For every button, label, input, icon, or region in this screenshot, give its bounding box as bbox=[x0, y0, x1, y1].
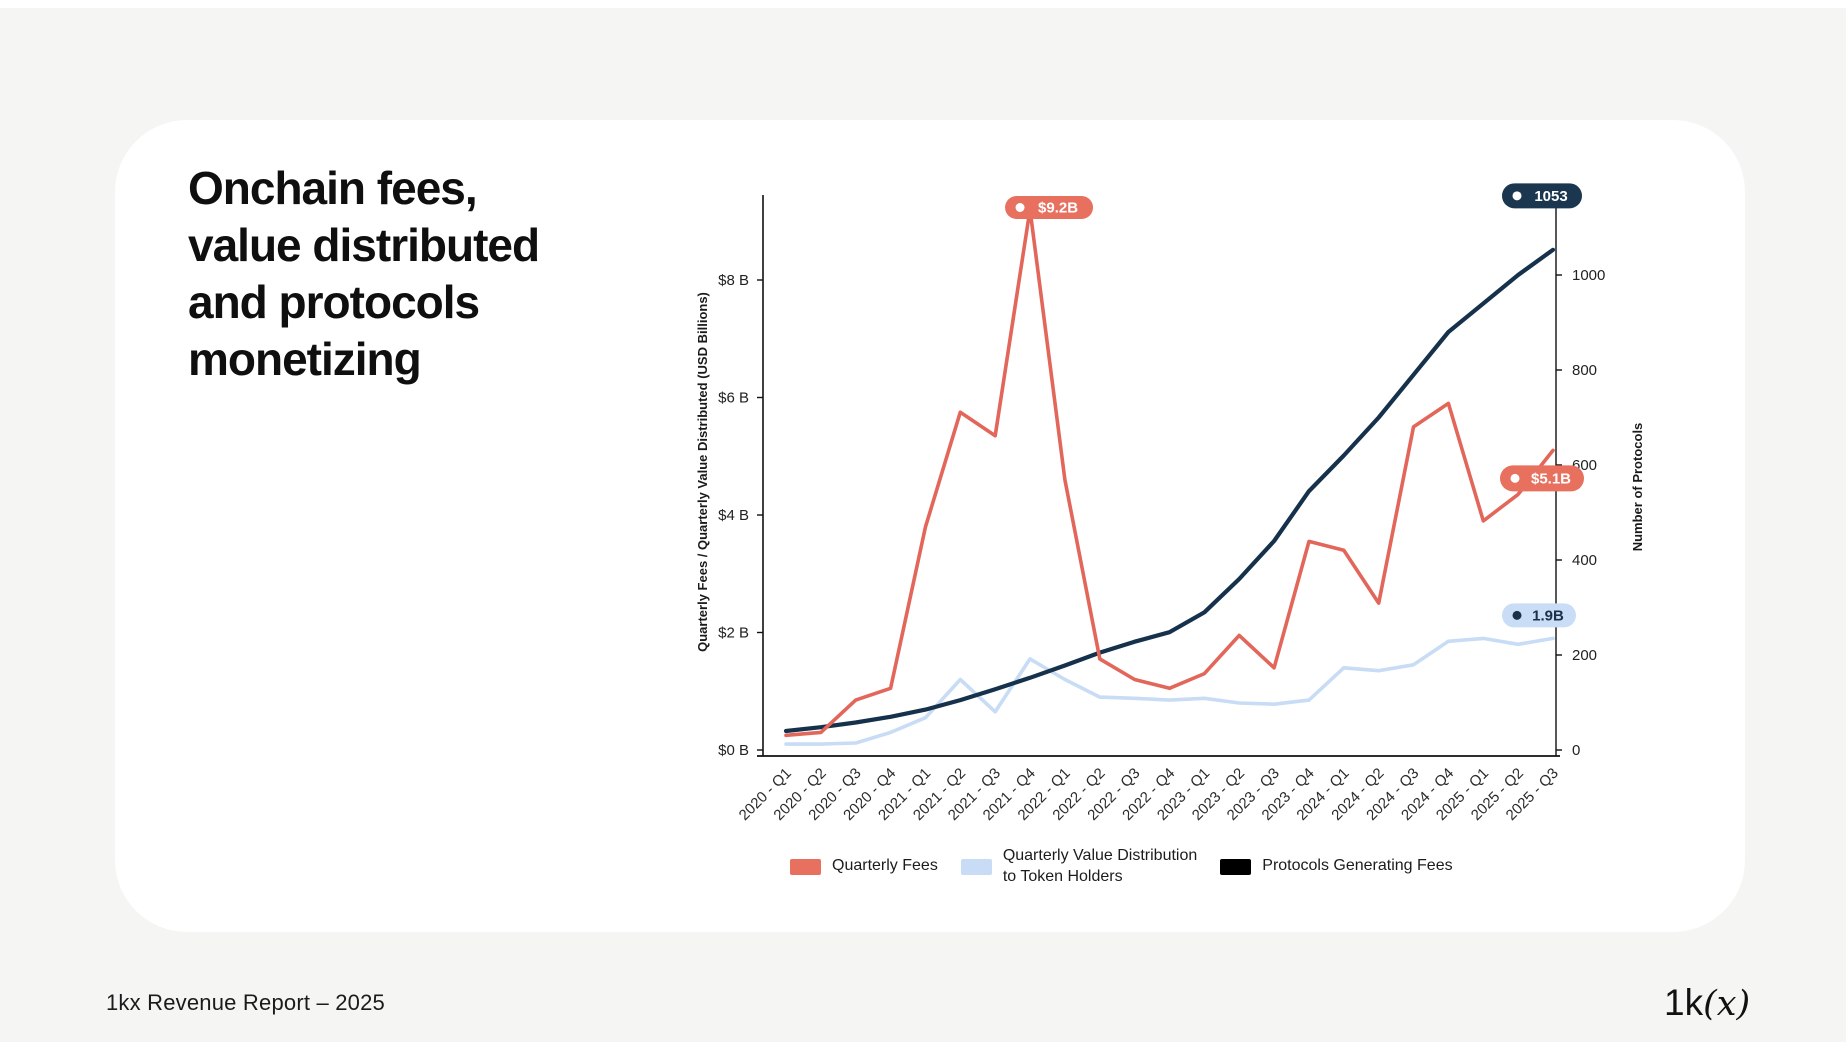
left-tick-label: $2 B bbox=[718, 625, 749, 642]
legend-item: Protocols Generating Fees bbox=[1220, 856, 1453, 877]
annotation-label: 1.9B bbox=[1532, 607, 1564, 624]
legend-item: Quarterly Value Distribution to Token Ho… bbox=[960, 846, 1198, 888]
slide-card bbox=[115, 120, 1745, 932]
right-tick-label: 1000 bbox=[1572, 267, 1605, 284]
left-tick-label: $0 B bbox=[718, 742, 749, 759]
series-line-protocols-generating-fees bbox=[783, 247, 1556, 734]
legend-swatch bbox=[960, 858, 992, 875]
left-tick-label: $6 B bbox=[718, 390, 749, 407]
chart-canvas: $0 B$2 B$4 B$6 B$8 B02004006008001000202… bbox=[695, 183, 1645, 824]
annotation-pill bbox=[1502, 183, 1582, 209]
annotation-dot bbox=[1510, 473, 1520, 483]
brand-logo: 1k(x) bbox=[1664, 982, 1750, 1024]
annotation-dot bbox=[1512, 610, 1522, 620]
legend-label: Protocols Generating Fees bbox=[1262, 857, 1453, 875]
annotation-dot bbox=[1015, 203, 1025, 212]
legend-swatch bbox=[1220, 858, 1252, 875]
series-line-quarterly-value-distribution bbox=[784, 636, 1555, 746]
report-footer: 1kx Revenue Report – 2025 bbox=[106, 990, 385, 1015]
left-tick-label: $4 B bbox=[718, 507, 749, 524]
y-left-axis-title: Quarterly Fees / Quarterly Value Distrib… bbox=[695, 292, 710, 652]
annotation-label: 1053 bbox=[1534, 188, 1567, 205]
legend-label: Quarterly Value Distribution to Token Ho… bbox=[1002, 847, 1198, 885]
annotation-pill bbox=[1502, 603, 1576, 628]
annotation-dot bbox=[1512, 191, 1522, 201]
left-tick-label: $8 B bbox=[718, 272, 749, 289]
annotation-label: $5.1B bbox=[1531, 470, 1571, 487]
right-tick-label: 200 bbox=[1572, 647, 1597, 664]
right-tick-label: 0 bbox=[1572, 742, 1580, 759]
series-line-quarterly-fees bbox=[784, 207, 1555, 738]
right-tick-label: 800 bbox=[1572, 362, 1597, 379]
logo-x-glyph: (x) bbox=[1703, 984, 1751, 1024]
chart-legend: Quarterly Fees Quarterly Value Distributi… bbox=[790, 846, 1453, 888]
right-tick-label: 400 bbox=[1572, 552, 1597, 569]
legend-swatch bbox=[790, 858, 821, 875]
slide-title: Onchain fees, value distributed and prot… bbox=[188, 162, 540, 386]
annotation-pill bbox=[1005, 196, 1094, 219]
y-right-axis-title: Number of Protocols bbox=[1630, 423, 1645, 552]
legend-label: Quarterly Fees bbox=[832, 857, 938, 875]
fees-chart: $0 B $2 B $4 B $6 B $8 B 0 200 400 600 800 1000 202… bbox=[640, 140, 1700, 920]
legend-item: Quarterly Fees bbox=[790, 856, 938, 877]
logo-text: 1k bbox=[1664, 982, 1704, 1023]
annotation-label: $9.2B bbox=[1038, 200, 1078, 217]
annotation-pill bbox=[1500, 465, 1584, 492]
